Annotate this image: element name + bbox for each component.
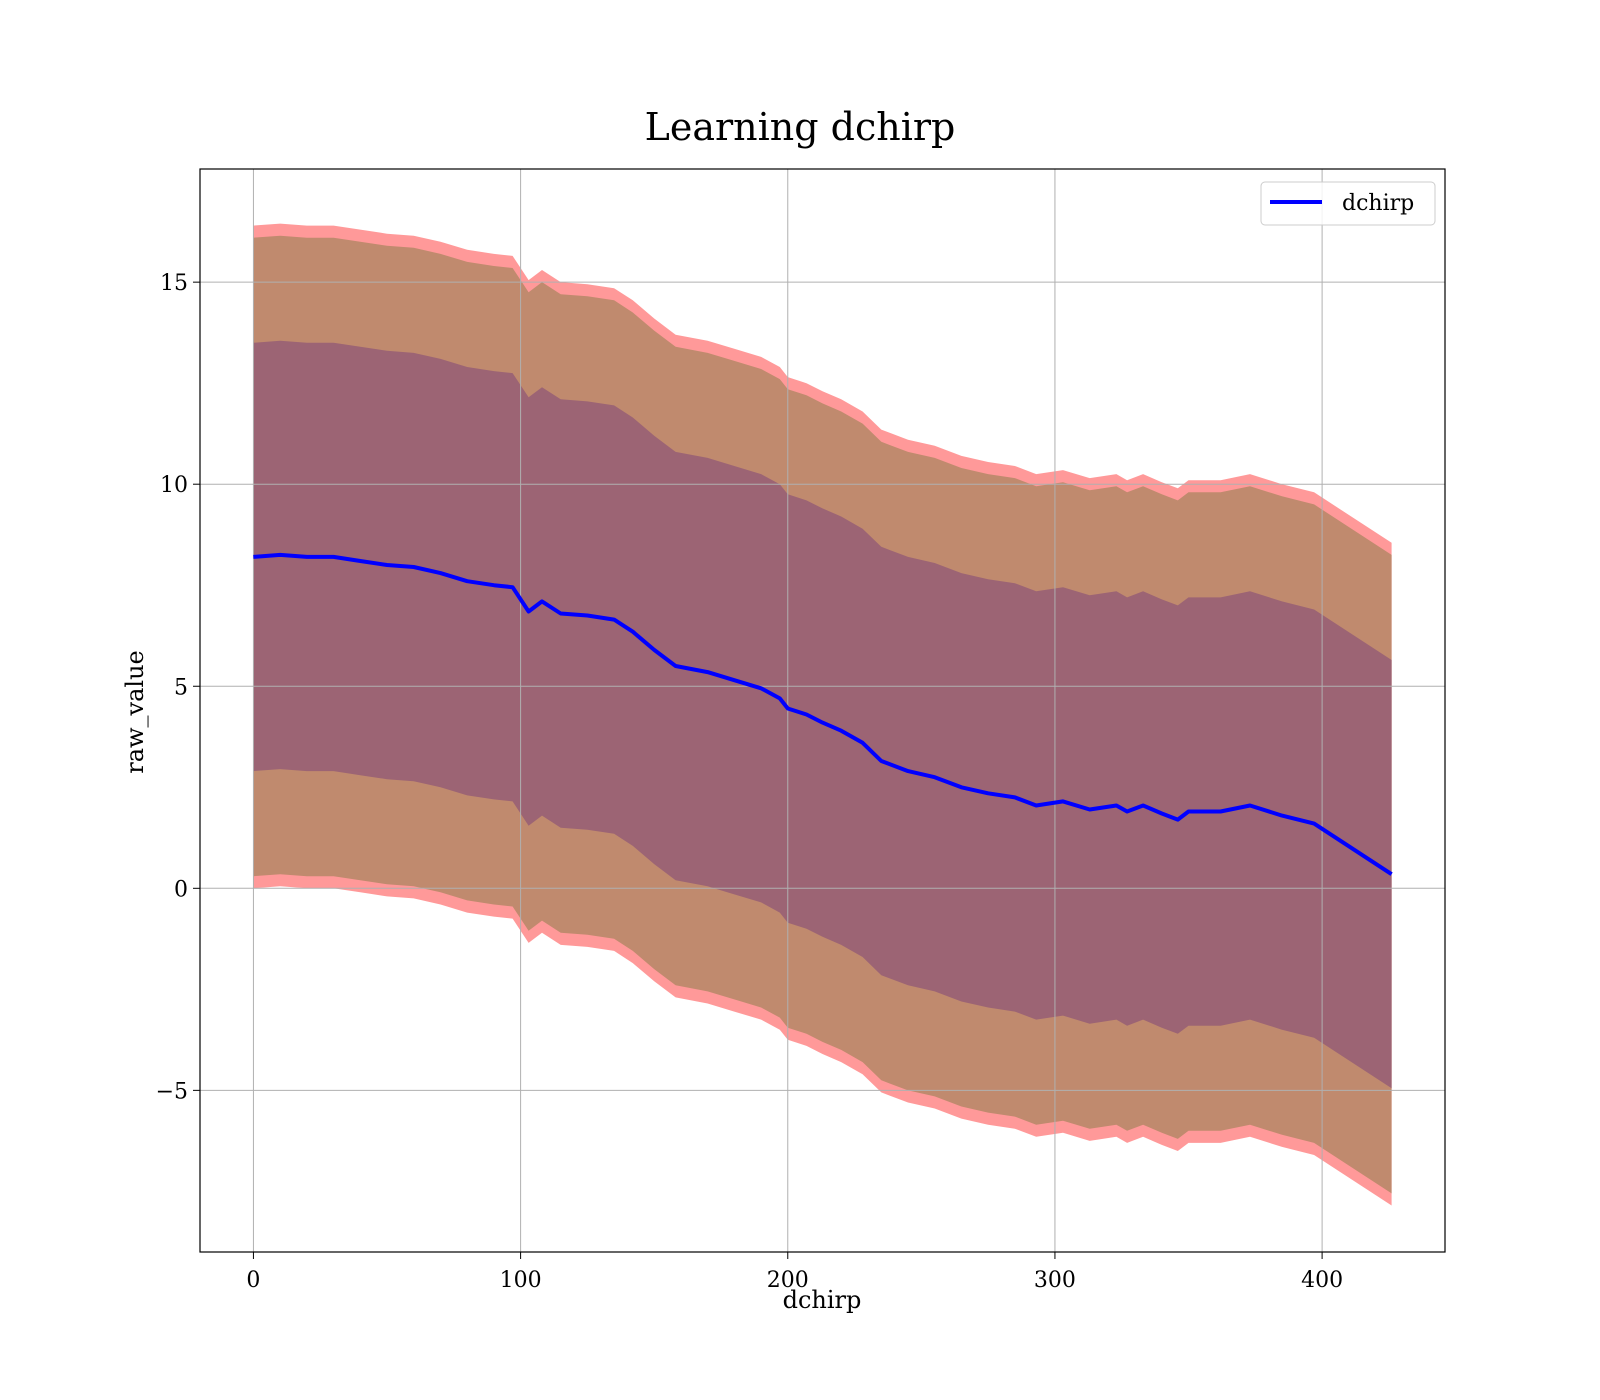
y-tick-label: 5 <box>174 675 188 700</box>
band-inner <box>253 340 1392 1089</box>
y-axis-label: raw_value <box>121 650 149 774</box>
y-tick-label: 10 <box>160 473 188 498</box>
x-tick-label: 0 <box>246 1268 260 1293</box>
y-tick-label: 15 <box>160 271 188 296</box>
x-tick-label: 200 <box>767 1268 809 1293</box>
series-line-dchirp <box>253 552 1393 876</box>
chart-title: Learning dchirp <box>645 105 956 149</box>
legend-label-dchirp: dchirp <box>1342 191 1414 216</box>
x-tick-label: 400 <box>1301 1268 1343 1293</box>
x-tick-label: 300 <box>1034 1268 1076 1293</box>
legend: dchirp <box>1260 181 1436 226</box>
y-tick-label: 0 <box>174 877 188 902</box>
x-axis-label: dchirp <box>783 1286 862 1314</box>
series-line-layer <box>253 552 1393 876</box>
plot-frame <box>199 168 1446 1253</box>
legend-box <box>1260 181 1436 226</box>
axis-ticks: 0 100 200 300 400 −5 0 5 10 15 <box>156 271 1344 1293</box>
confidence-bands <box>253 223 1392 1206</box>
x-tick-label: 100 <box>500 1268 542 1293</box>
y-tick-label: −5 <box>156 1079 188 1104</box>
